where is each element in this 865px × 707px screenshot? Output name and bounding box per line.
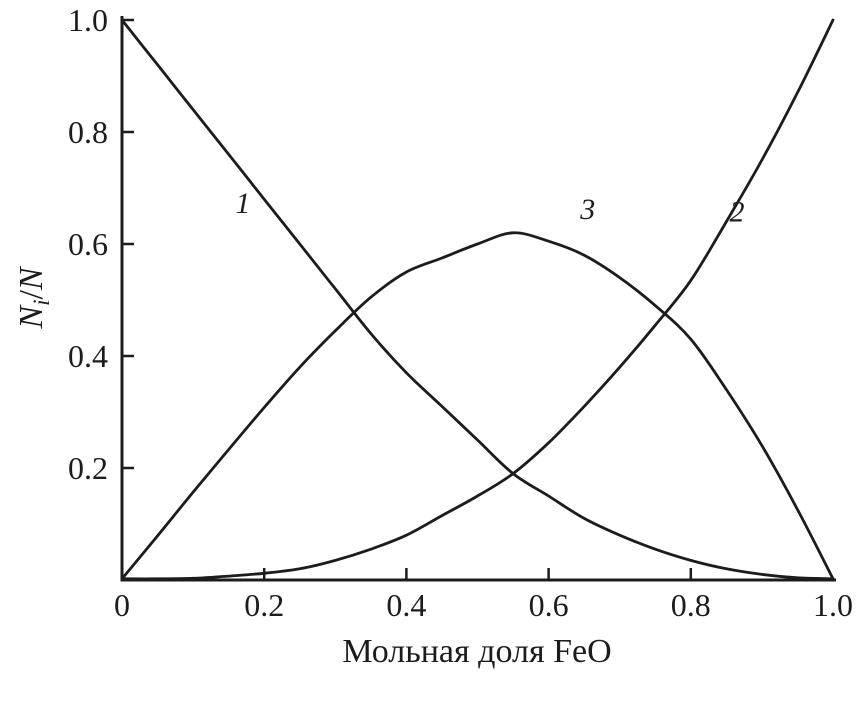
- y-axis-label: Ni/N: [13, 265, 54, 330]
- curve-3: [120, 231, 835, 581]
- curve-2: [120, 18, 835, 581]
- y-axis-label-numerator: N: [13, 304, 50, 330]
- y-axis-label-denominator: N: [13, 265, 50, 291]
- x-tick-label: 0.6: [529, 587, 569, 623]
- x-tick-label: 0.2: [244, 587, 284, 623]
- x-tick-label: 0.8: [671, 587, 711, 623]
- curve-1: [120, 18, 835, 581]
- y-tick-label: 0.6: [68, 226, 108, 262]
- x-axis-label: Мольная доля FeO: [342, 633, 611, 670]
- y-tick-label: 0.8: [68, 114, 108, 150]
- x-tick-label: 0.4: [386, 587, 426, 623]
- axes-lines: [120, 16, 836, 582]
- y-tick-label: 1.0: [68, 2, 108, 38]
- ticks-group: [122, 18, 693, 580]
- y-tick-label: 0.4: [68, 338, 108, 374]
- tick-labels-group: 0 0.2 0.4 0.6 0.8 1.0 0.2 0.4 0.6 0.8 1.0: [68, 2, 853, 623]
- x-tick-label: 0: [114, 587, 130, 623]
- curve-labels-group: 1 2 3: [235, 187, 744, 228]
- axes-group: [120, 16, 836, 582]
- y-tick-label: 0.2: [68, 450, 108, 486]
- curve-label-2: 2: [730, 196, 745, 229]
- y-axis-label-subscript: i: [29, 300, 54, 306]
- y-axis-label-slash: /: [13, 290, 50, 300]
- curves-group: [120, 18, 835, 581]
- curve-label-3: 3: [579, 193, 595, 226]
- x-tick-label: 1.0: [813, 587, 853, 623]
- curve-label-1: 1: [235, 187, 250, 220]
